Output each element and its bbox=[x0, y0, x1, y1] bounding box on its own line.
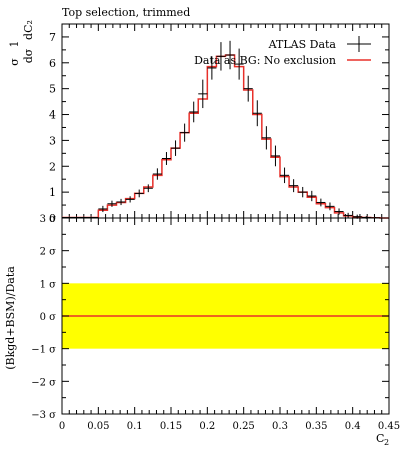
atlas-data-point bbox=[243, 75, 253, 102]
atlas-data-point bbox=[316, 198, 326, 207]
main-y-tick-label: 4 bbox=[49, 109, 56, 122]
ratio-x-tick-label: 0.45 bbox=[378, 421, 400, 432]
main-y-tick-label: 2 bbox=[49, 160, 56, 173]
atlas-data-point bbox=[280, 167, 290, 184]
atlas-data-point bbox=[289, 179, 299, 193]
atlas-data-point bbox=[134, 189, 144, 198]
ratio-y-tick-label: 1 σ bbox=[40, 279, 57, 290]
main-y-ticks: 0 1 2 3 4 5 6 7 bbox=[49, 31, 389, 225]
legend-entry-atlas-data: ATLAS Data bbox=[268, 38, 337, 51]
main-y-tick-label: 1 bbox=[49, 186, 56, 199]
ratio-x-tick-label: 0 bbox=[59, 421, 65, 432]
atlas-data-point bbox=[198, 79, 208, 109]
atlas-data-point bbox=[152, 168, 162, 180]
atlas-data-point bbox=[189, 101, 199, 123]
atlas-data-point bbox=[343, 212, 353, 218]
ratio-x-tick-label: 0.2 bbox=[199, 421, 215, 432]
ratio-x-tick-label: 0.4 bbox=[345, 421, 361, 432]
atlas-data-point bbox=[234, 48, 244, 80]
legend: ATLAS Data Data as BG: No exclusion bbox=[194, 36, 371, 67]
ylabel-dsigma: dσ bbox=[22, 48, 35, 63]
legend-symbol-atlas-data bbox=[347, 36, 371, 52]
atlas-data-point bbox=[225, 40, 235, 70]
atlas-data-point bbox=[307, 190, 317, 202]
atlas-data-point bbox=[125, 196, 135, 203]
x-axis-label-base: C bbox=[376, 432, 384, 445]
ratio-x-tick-label: 0.15 bbox=[160, 421, 182, 432]
ratio-y-tick-label: 3 σ bbox=[40, 214, 57, 225]
main-panel: 0 1 2 3 4 5 6 7 bbox=[49, 23, 390, 225]
main-y-tick-label: 5 bbox=[49, 83, 56, 96]
atlas-data-point bbox=[98, 205, 108, 213]
legend-entry-data-as-bg: Data as BG: No exclusion bbox=[194, 54, 336, 67]
main-y-tick-label: 3 bbox=[49, 134, 56, 147]
ratio-y-axis-label: (Bkgd+BSM)/Data bbox=[4, 266, 17, 370]
ratio-y-tick-label: −2 σ bbox=[31, 377, 56, 388]
atlas-data-point bbox=[270, 145, 280, 167]
atlas-data-point bbox=[180, 123, 190, 142]
ratio-x-tick-label: 0.3 bbox=[272, 421, 288, 432]
ratio-y-tick-label: −3 σ bbox=[31, 410, 56, 421]
ylabel-one: 1 bbox=[8, 41, 21, 48]
atlas-data-point bbox=[161, 152, 171, 165]
ratio-y-tick-label: 2 σ bbox=[40, 247, 57, 258]
ratio-y-tick-label: −1 σ bbox=[31, 345, 56, 356]
main-y-axis-label: 1 dσ σ dC₂ bbox=[8, 20, 35, 66]
chart-title: Top selection, trimmed bbox=[62, 6, 190, 19]
ratio-panel: −3 σ −2 σ −1 σ 0 σ 1 σ 2 σ 3 σ 0 0.05 0.1 0.15 0.2… bbox=[31, 214, 400, 432]
atlas-data-point bbox=[207, 56, 217, 80]
x-axis-label: C 2 bbox=[376, 432, 389, 447]
atlas-data-point bbox=[325, 202, 335, 211]
ratio-x-tick-label: 0.05 bbox=[87, 421, 109, 432]
ratio-x-tick-label: 0.35 bbox=[305, 421, 327, 432]
ratio-y-tick-label: 0 σ bbox=[40, 312, 57, 323]
x-axis-label-sub: 2 bbox=[384, 438, 389, 447]
ylabel-dc2: dC₂ bbox=[22, 20, 35, 40]
main-y-tick-label: 0 bbox=[49, 212, 56, 225]
atlas-data-point bbox=[171, 140, 181, 156]
ratio-y-ticks: −3 σ −2 σ −1 σ 0 σ 1 σ 2 σ 3 σ bbox=[31, 214, 389, 421]
atlas-data-point bbox=[298, 186, 308, 198]
atlas-data-point bbox=[334, 208, 344, 215]
ylabel-sigma: σ bbox=[8, 58, 21, 66]
ratio-x-tick-label: 0.25 bbox=[233, 421, 255, 432]
atlas-data-point bbox=[107, 200, 117, 207]
ratio-x-tick-label: 0.1 bbox=[127, 421, 143, 432]
atlas-data-point bbox=[261, 126, 271, 150]
main-series bbox=[62, 40, 389, 219]
ratio-x-ticks: 0 0.05 0.1 0.15 0.2 0.25 0.3 0.35 0.4 0.45 bbox=[59, 218, 400, 432]
main-y-tick-label: 6 bbox=[49, 57, 56, 70]
atlas-data-point bbox=[116, 198, 126, 206]
main-y-tick-label: 7 bbox=[49, 31, 56, 44]
atlas-data-point bbox=[143, 184, 153, 193]
atlas-data-point bbox=[216, 42, 226, 71]
atlas-data-point bbox=[252, 100, 262, 127]
series-data-as-bg-step bbox=[62, 54, 389, 219]
